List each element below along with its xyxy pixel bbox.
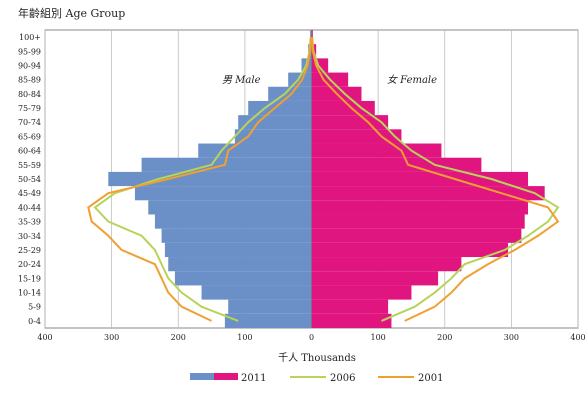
line-female-2006: [311, 37, 560, 322]
x-axis-label: 千人 Thousands: [278, 352, 356, 364]
x-tick-label: 0: [309, 333, 314, 342]
bar-female-5-9: [311, 299, 389, 314]
x-tick-label: 300: [104, 333, 119, 342]
bar-male-55-59: [141, 157, 312, 172]
y-tick-label: 95-99: [18, 47, 41, 56]
bar-male-40-44: [148, 200, 312, 215]
legend: 2011 2006 2001: [190, 373, 443, 384]
legend-swatch-2011-female: [214, 373, 238, 380]
female-label: 女 Female: [387, 74, 437, 86]
y-tick-label: 100+: [19, 33, 41, 42]
bar-female-30-34: [311, 228, 522, 243]
chart-title: 年齡組別 Age Group: [18, 6, 125, 20]
line-male-2001: [87, 37, 312, 322]
y-tick-label: 65-69: [18, 132, 41, 141]
line-female-2001: [311, 37, 560, 322]
male-label: 男 Male: [222, 75, 261, 86]
legend-label-2006: 2006: [330, 373, 355, 384]
legend-label-2011: 2011: [241, 373, 266, 384]
bar-male-25-29: [164, 242, 312, 258]
bar-female-40-44: [311, 200, 529, 215]
y-tick-label: 70-74: [18, 118, 41, 127]
x-tick-label: 400: [37, 333, 52, 342]
bar-male-35-39: [154, 214, 312, 229]
x-tick-label: 300: [504, 333, 519, 342]
x-tick-label: 100: [370, 333, 385, 342]
bar-female-25-29: [311, 242, 509, 258]
bar-female-0-4: [311, 313, 392, 328]
bar-female-20-24: [311, 257, 462, 272]
bar-female-45-49: [311, 186, 545, 201]
y-tick-label: 45-49: [18, 189, 41, 198]
legend-label-2001: 2001: [418, 373, 443, 384]
bar-male-65-69: [234, 129, 312, 144]
legend-swatch-2011-male: [190, 373, 214, 380]
bar-male-10-14: [201, 285, 312, 300]
bar-male-20-24: [168, 257, 312, 272]
bar-female-75-79: [311, 100, 375, 116]
bar-male-50-54: [108, 171, 312, 187]
y-tick-label: 5-9: [28, 303, 41, 312]
bar-female-35-39: [311, 214, 525, 229]
bar-female-60-64: [311, 143, 442, 158]
y-tick-label: 90-94: [18, 61, 41, 70]
y-tick-label: 0-4: [28, 317, 41, 326]
bar-female-55-59: [311, 157, 482, 172]
y-tick-label: 60-64: [18, 147, 41, 156]
line-male-2006: [93, 37, 312, 322]
bars-layer: [108, 30, 545, 328]
y-tick-label: 15-19: [18, 274, 41, 283]
bar-male-45-49: [134, 186, 312, 201]
lines-layer: [87, 37, 560, 322]
bar-male-0-4: [224, 313, 312, 328]
bar-male-5-9: [228, 299, 312, 314]
bar-female-50-54: [311, 171, 529, 187]
y-tick-label: 55-59: [18, 161, 41, 170]
y-tick-label: 30-34: [18, 232, 41, 241]
y-tick-label: 75-79: [18, 104, 41, 113]
bar-male-15-19: [174, 271, 312, 286]
y-tick-label: 50-54: [18, 175, 41, 184]
y-tick-label: 40-44: [18, 203, 41, 212]
x-tick-label: 400: [570, 333, 585, 342]
x-tick-label: 100: [237, 333, 252, 342]
x-tick-label: 200: [171, 333, 186, 342]
bar-male-75-79: [248, 100, 312, 116]
tick-labels-layer: 0-4 5-9 10-14 15-19 20-24 25-29 30-34 35-39 40-4…: [18, 33, 585, 342]
y-tick-label: 25-29: [18, 246, 41, 255]
y-tick-label: 10-14: [18, 289, 41, 298]
bar-male-30-34: [161, 228, 312, 243]
bar-female-15-19: [311, 271, 439, 286]
bar-female-10-14: [311, 285, 412, 300]
y-tick-label: 20-24: [18, 260, 41, 269]
x-tick-label: 200: [437, 333, 452, 342]
bar-male-60-64: [198, 143, 312, 158]
y-tick-label: 85-89: [18, 76, 41, 85]
y-tick-label: 80-84: [18, 90, 41, 99]
bar-female-70-74: [311, 115, 389, 130]
y-tick-label: 35-39: [18, 218, 41, 227]
